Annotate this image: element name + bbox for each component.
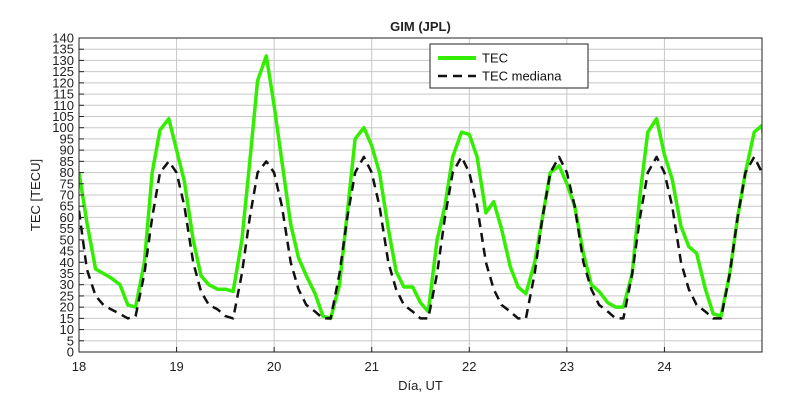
x-tick-label: 21	[364, 359, 378, 374]
y-tick-label: 135	[52, 42, 74, 57]
x-tick-labels: 18 19 20 21 22 23 24	[72, 347, 672, 374]
y-tick-label: 65	[60, 199, 74, 214]
legend-box	[429, 43, 589, 89]
x-axis-label: Día, UT	[398, 378, 443, 393]
y-tick-label: 130	[52, 53, 74, 68]
y-tick-label: 125	[52, 64, 74, 79]
y-tick-label: 85	[60, 154, 74, 169]
tec-mediana-series-line	[79, 155, 762, 320]
y-tick-label: 5	[67, 333, 74, 348]
y-tick-labels: 0510152025303540455055606570758085909510…	[52, 31, 84, 360]
y-tick-label: 25	[60, 288, 74, 303]
y-tick-label: 75	[60, 176, 74, 191]
y-tick-label: 115	[53, 87, 74, 102]
y-tick-label: 35	[60, 266, 74, 281]
y-tick-label: 15	[60, 311, 74, 326]
y-axis-label: TEC [TECU]	[28, 159, 43, 231]
y-tick-label: 80	[60, 165, 74, 180]
y-tick-label: 110	[53, 98, 74, 113]
y-tick-label: 40	[60, 255, 74, 270]
y-tick-label: 90	[60, 143, 74, 158]
y-tick-label: 10	[60, 322, 74, 337]
x-tick-label: 19	[169, 359, 183, 374]
x-tick-label: 22	[462, 359, 476, 374]
y-tick-label: 20	[60, 300, 74, 315]
legend: TEC TEC mediana	[429, 43, 589, 89]
y-tick-label: 55	[60, 221, 74, 236]
grid-lines	[79, 38, 762, 352]
x-tick-label: 20	[267, 359, 281, 374]
x-tick-label: 18	[72, 359, 86, 374]
x-tick-label: 24	[657, 359, 671, 374]
y-tick-label: 105	[52, 109, 74, 124]
series-lines	[79, 54, 762, 321]
y-tick-label: 60	[60, 210, 74, 225]
y-tick-label: 100	[52, 120, 74, 135]
y-tick-label: 0	[67, 345, 74, 360]
y-tick-label: 45	[60, 244, 74, 259]
legend-label-tec-mediana: TEC mediana	[482, 69, 562, 84]
x-tick-label: 23	[560, 359, 574, 374]
legend-label-tec: TEC	[482, 51, 508, 66]
chart-title: GIM (JPL)	[390, 19, 451, 34]
y-tick-label: 120	[52, 75, 74, 90]
y-tick-label: 70	[60, 188, 74, 203]
y-tick-label: 140	[52, 31, 74, 46]
y-tick-label: 95	[60, 131, 74, 146]
tec-series-line	[79, 54, 762, 321]
y-tick-label: 50	[60, 232, 74, 247]
y-tick-label: 30	[60, 277, 74, 292]
